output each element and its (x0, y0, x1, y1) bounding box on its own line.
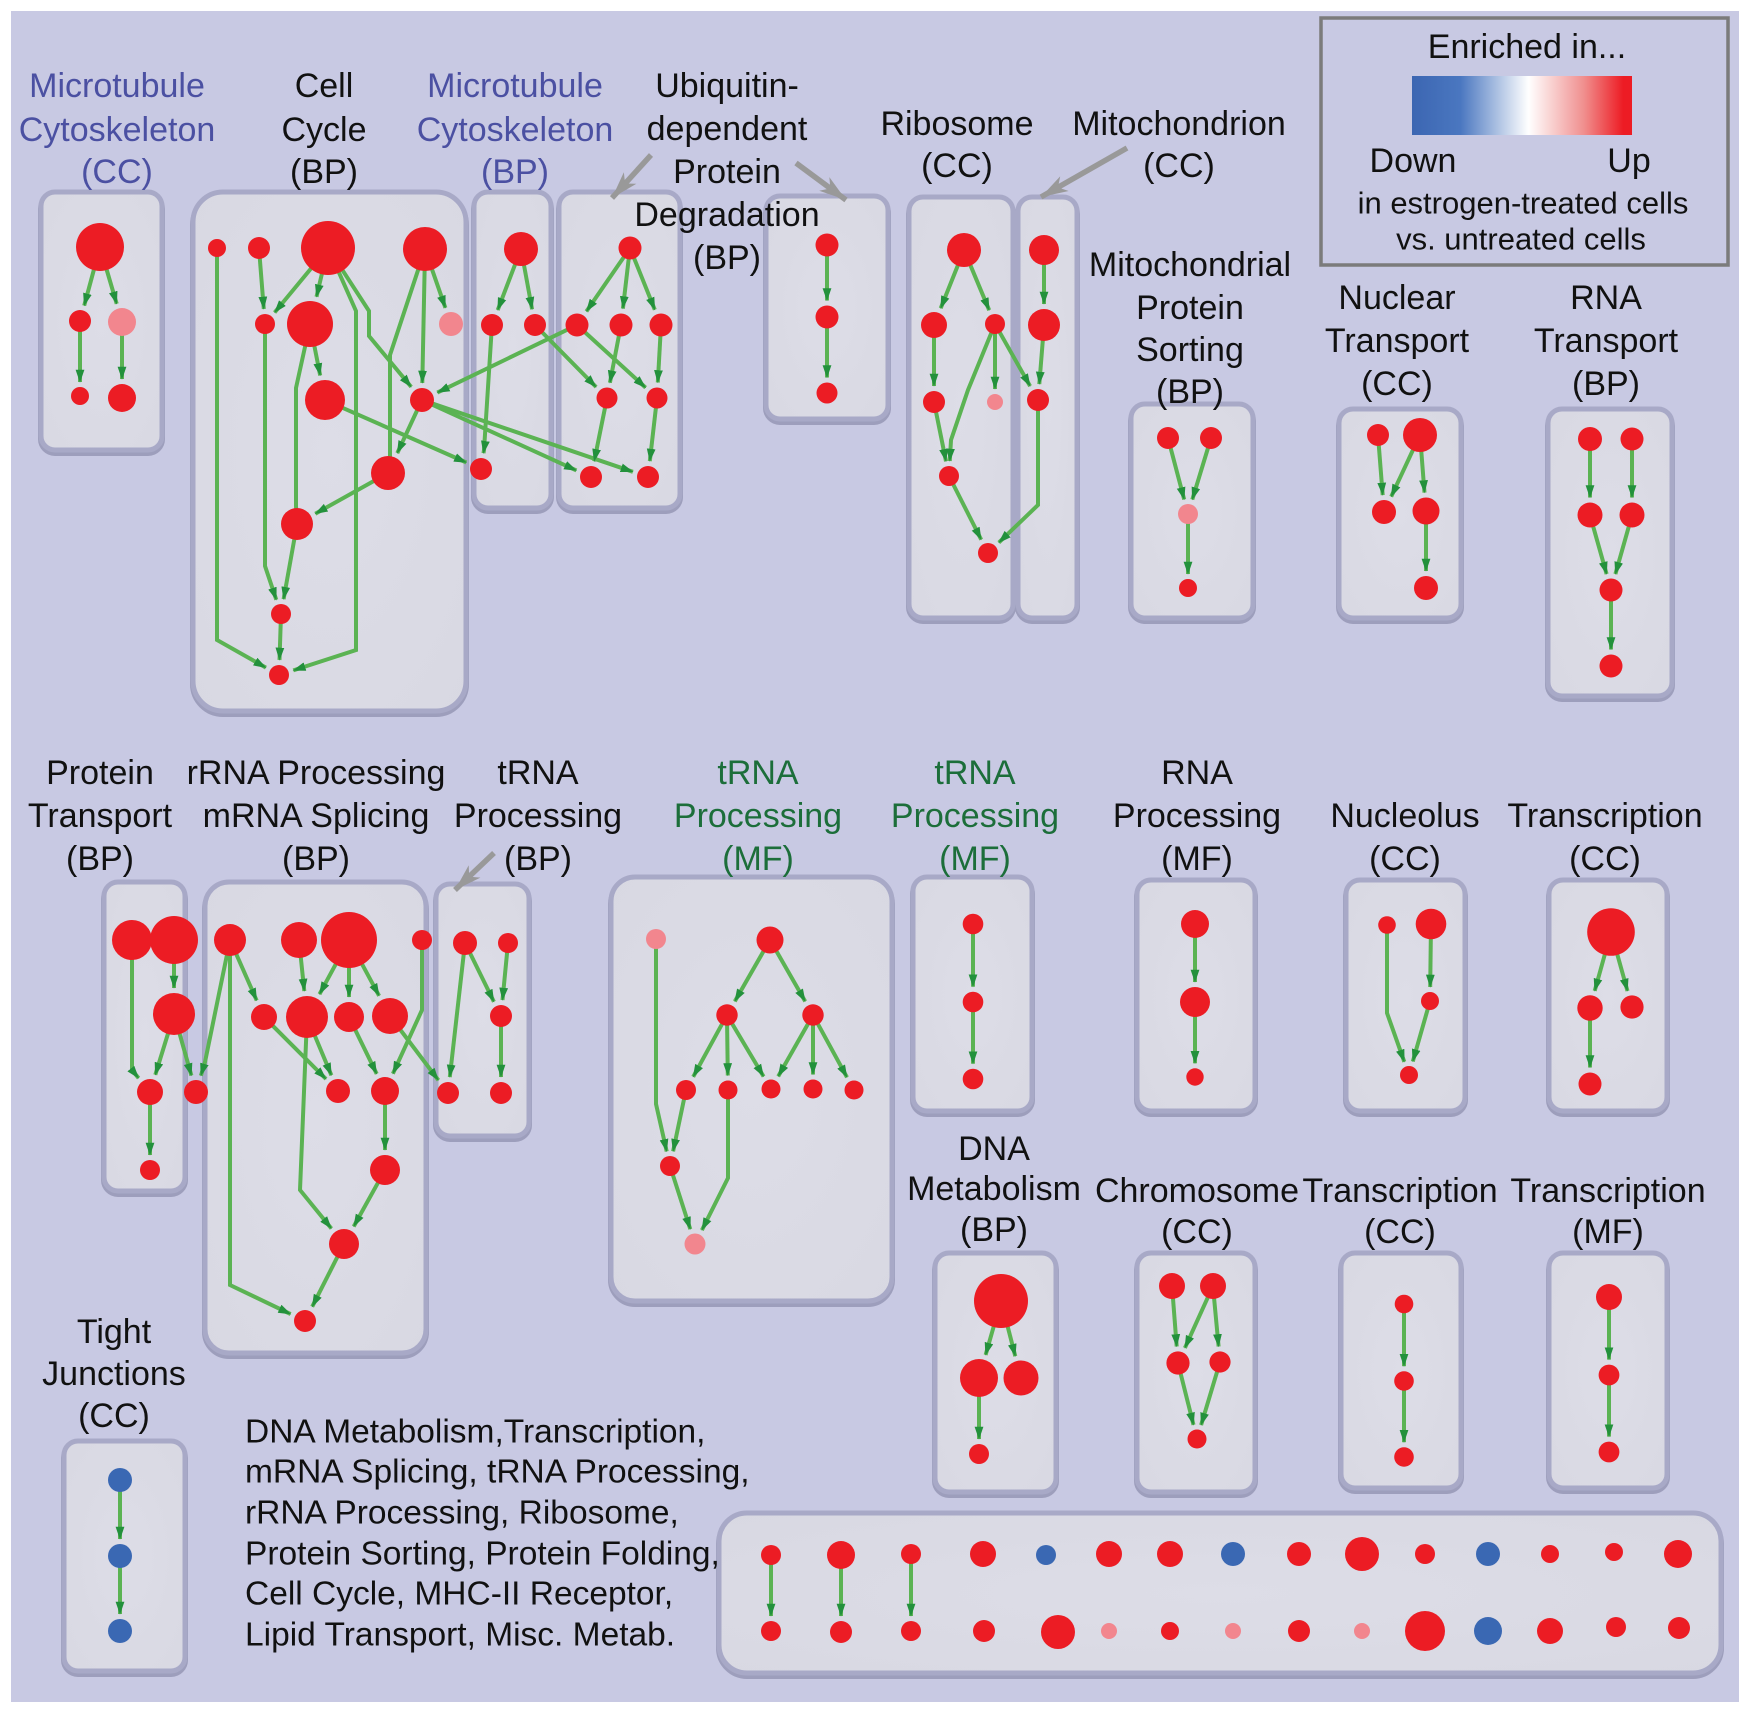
svg-text:rRNA Processing, Ribosome,: rRNA Processing, Ribosome, (245, 1495, 679, 1532)
svg-text:Lipid Transport, Misc. Metab.: Lipid Transport, Misc. Metab. (245, 1617, 675, 1654)
svg-text:(BP): (BP) (1156, 373, 1224, 411)
svg-text:Transport: Transport (28, 797, 173, 835)
svg-text:Transport: Transport (1325, 322, 1470, 360)
svg-text:Mitochondrion: Mitochondrion (1072, 105, 1286, 143)
svg-text:Protein Sorting, Protein Foldi: Protein Sorting, Protein Folding, (245, 1536, 720, 1573)
svg-text:Nuclear: Nuclear (1338, 279, 1455, 317)
svg-text:dependent: dependent (647, 110, 808, 148)
svg-text:Enriched in...: Enriched in... (1428, 28, 1626, 66)
svg-text:Transcription: Transcription (1510, 1172, 1705, 1210)
svg-text:Microtubule: Microtubule (29, 67, 205, 105)
svg-text:Processing: Processing (1113, 797, 1281, 835)
svg-text:Up: Up (1607, 142, 1650, 180)
svg-text:Transport: Transport (1534, 322, 1679, 360)
svg-text:(BP): (BP) (282, 840, 350, 878)
svg-text:(BP): (BP) (504, 840, 572, 878)
svg-text:Down: Down (1370, 142, 1457, 180)
svg-text:Processing: Processing (674, 797, 842, 835)
svg-text:(CC): (CC) (78, 1397, 150, 1435)
svg-text:(BP): (BP) (290, 153, 358, 191)
svg-text:Chromosome: Chromosome (1095, 1172, 1299, 1210)
svg-text:(BP): (BP) (1572, 365, 1640, 403)
svg-text:Cycle: Cycle (281, 111, 366, 149)
svg-text:Ribosome: Ribosome (880, 105, 1033, 143)
svg-text:(MF): (MF) (1161, 840, 1233, 878)
svg-text:mRNA Splicing: mRNA Splicing (203, 797, 430, 835)
svg-text:RNA: RNA (1570, 279, 1642, 317)
svg-text:Degradation: Degradation (634, 196, 819, 234)
svg-text:tRNA: tRNA (934, 754, 1016, 792)
svg-text:Protein: Protein (1136, 289, 1244, 327)
svg-text:Cytoskeleton: Cytoskeleton (19, 111, 216, 149)
svg-text:(BP): (BP) (481, 153, 549, 191)
svg-text:Protein: Protein (673, 153, 781, 191)
svg-text:(BP): (BP) (960, 1211, 1028, 1249)
svg-text:in estrogen-treated cells: in estrogen-treated cells (1358, 186, 1689, 221)
svg-text:Protein: Protein (46, 754, 154, 792)
svg-text:(CC): (CC) (921, 147, 993, 185)
svg-text:(BP): (BP) (66, 840, 134, 878)
svg-text:mRNA Splicing, tRNA Processing: mRNA Splicing, tRNA Processing, (245, 1454, 750, 1491)
svg-text:(CC): (CC) (1361, 365, 1433, 403)
svg-text:rRNA Processing: rRNA Processing (187, 754, 446, 792)
svg-text:vs. untreated cells: vs. untreated cells (1396, 222, 1646, 257)
svg-text:Sorting: Sorting (1136, 331, 1244, 369)
svg-text:(CC): (CC) (1369, 840, 1441, 878)
svg-text:RNA: RNA (1161, 754, 1233, 792)
svg-text:(MF): (MF) (722, 840, 794, 878)
svg-text:Metabolism: Metabolism (907, 1170, 1081, 1208)
svg-text:DNA: DNA (958, 1130, 1030, 1168)
svg-text:Cell Cycle, MHC-II Receptor,: Cell Cycle, MHC-II Receptor, (245, 1576, 673, 1613)
svg-text:(CC): (CC) (1143, 147, 1215, 185)
svg-text:tRNA: tRNA (497, 754, 579, 792)
svg-text:Ubiquitin-: Ubiquitin- (655, 67, 799, 105)
svg-text:Processing: Processing (891, 797, 1059, 835)
svg-text:(MF): (MF) (939, 840, 1011, 878)
svg-text:Microtubule: Microtubule (427, 67, 603, 105)
svg-text:Transcription: Transcription (1302, 1172, 1497, 1210)
svg-text:DNA Metabolism,Transcription,: DNA Metabolism,Transcription, (245, 1414, 705, 1451)
svg-text:(CC): (CC) (81, 153, 153, 191)
svg-text:Processing: Processing (454, 797, 622, 835)
svg-text:(MF): (MF) (1572, 1213, 1644, 1251)
svg-text:Tight: Tight (77, 1313, 152, 1351)
svg-text:tRNA: tRNA (717, 754, 799, 792)
svg-text:(CC): (CC) (1569, 840, 1641, 878)
svg-text:Cytoskeleton: Cytoskeleton (417, 111, 614, 149)
svg-text:Nucleolus: Nucleolus (1330, 797, 1479, 835)
svg-text:Junctions: Junctions (42, 1355, 186, 1393)
svg-text:Transcription: Transcription (1507, 797, 1702, 835)
svg-text:Cell: Cell (295, 67, 354, 105)
svg-text:(CC): (CC) (1161, 1213, 1233, 1251)
svg-text:(BP): (BP) (693, 239, 761, 277)
svg-text:Mitochondrial: Mitochondrial (1089, 246, 1291, 284)
svg-text:(CC): (CC) (1364, 1213, 1436, 1251)
